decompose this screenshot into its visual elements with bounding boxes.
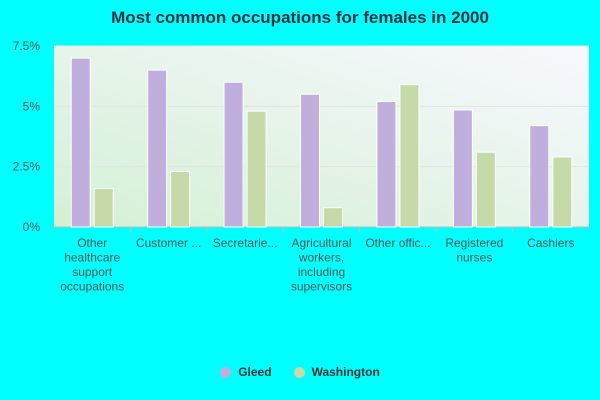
bar-gleed-0[interactable]	[70, 57, 91, 228]
legend: Gleed Washington	[0, 365, 600, 379]
bar-gleed-1[interactable]	[147, 69, 168, 228]
bar-gleed-6[interactable]	[529, 125, 550, 228]
plot-area	[54, 46, 589, 227]
y-tick-label: 7.5%	[13, 39, 41, 53]
y-tick-label: 2.5%	[13, 160, 41, 174]
bar-washington-6[interactable]	[552, 156, 573, 228]
legend-item-gleed[interactable]: Gleed	[220, 365, 272, 379]
x-category-label: Cashiers	[527, 236, 574, 250]
bar-gleed-2[interactable]	[223, 81, 244, 228]
legend-swatch	[220, 366, 232, 378]
x-category-label: Other healthcare support occupations	[60, 236, 124, 294]
legend-swatch	[293, 366, 305, 378]
y-tick-label: 5%	[23, 99, 41, 113]
bar-gleed-4[interactable]	[376, 101, 397, 228]
bar-washington-3[interactable]	[323, 207, 343, 228]
x-category-label: Registered nurses	[445, 236, 503, 265]
bar-washington-2[interactable]	[246, 110, 267, 228]
bar-washington-0[interactable]	[93, 187, 114, 228]
bar-washington-4[interactable]	[399, 84, 420, 228]
x-category-label: Customer ...	[136, 236, 201, 250]
x-category-label: Other offic...	[365, 236, 430, 250]
bar-washington-1[interactable]	[170, 170, 191, 228]
bar-gleed-5[interactable]	[452, 109, 473, 228]
legend-label: Washington	[311, 365, 380, 379]
legend-label: Gleed	[238, 365, 272, 379]
bars	[70, 57, 573, 228]
bar-gleed-3[interactable]	[300, 93, 320, 228]
x-category-label: Agricultural workers, including supervisors	[291, 236, 352, 294]
y-axis-ticks: 0% 2.5% 5% 7.5%	[13, 39, 41, 234]
grid-lines	[54, 45, 589, 228]
legend-item-washington[interactable]: Washington	[293, 365, 380, 379]
bar-washington-5[interactable]	[475, 151, 496, 228]
chart-title: Most common occupations for females in 2…	[111, 8, 489, 27]
x-axis-categories: Other healthcare support occupations Custome…	[60, 227, 574, 294]
y-tick-label: 0%	[23, 220, 41, 234]
x-category-label: Secretarie...	[213, 236, 278, 250]
